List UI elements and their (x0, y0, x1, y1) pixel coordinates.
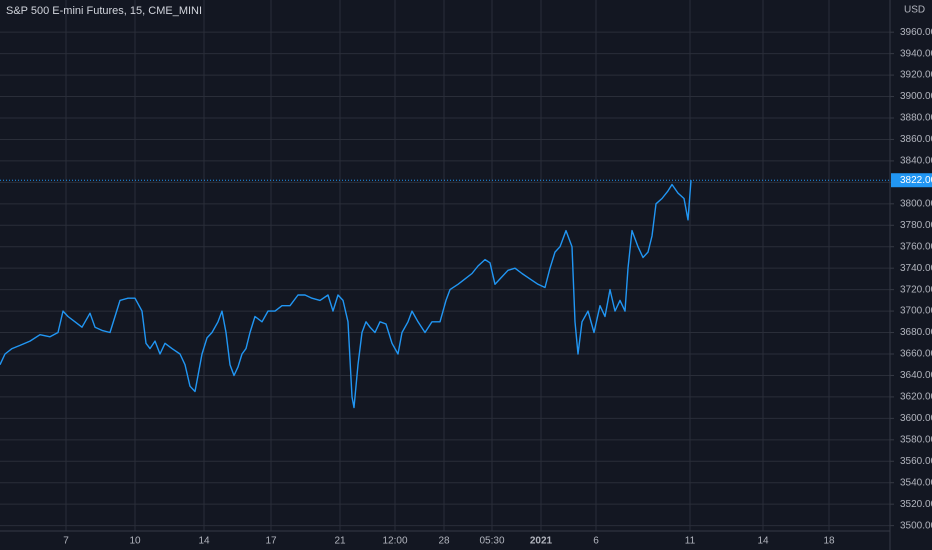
y-tick-label: 3860.00 (900, 134, 932, 145)
y-tick-label: 3940.00 (900, 48, 932, 59)
y-tick-label: 3780.00 (900, 220, 932, 231)
last-price-box (891, 173, 932, 188)
y-tick-label: 3640.00 (900, 370, 932, 381)
y-tick-label: 3540.00 (900, 477, 932, 488)
x-tick-label: 12:00 (382, 536, 407, 547)
plot (0, 179, 890, 409)
y-tick-label: 3620.00 (900, 392, 932, 403)
y-tick-label: 3680.00 (900, 327, 932, 338)
y-tick-label: 3800.00 (900, 198, 932, 209)
y-tick-label: 3740.00 (900, 263, 932, 274)
x-tick-label: 05:30 (479, 536, 504, 547)
y-tick-label: 3720.00 (900, 284, 932, 295)
grid (0, 0, 890, 531)
y-tick-label: 3760.00 (900, 241, 932, 252)
y-tick-label: 3580.00 (900, 434, 932, 445)
x-tick-label: 14 (757, 536, 769, 547)
axes: 3500.00 3520.00 3540.00 3560.00 3580.00 3600.… (63, 27, 932, 547)
x-tick-label: 10 (129, 536, 141, 547)
x-tick-label: 18 (823, 536, 835, 547)
price-line (0, 180, 692, 409)
x-tick-label: 21 (334, 536, 346, 547)
x-tick-label: 17 (265, 536, 277, 547)
y-tick-label: 3660.00 (900, 349, 932, 360)
x-tick-label: 28 (438, 536, 450, 547)
y-tick-label: 3880.00 (900, 113, 932, 124)
y-tick-label: 3960.00 (900, 27, 932, 38)
x-tick-label: 2021 (530, 536, 553, 547)
y-tick-label: 3500.00 (900, 520, 932, 531)
currency-label: USD (904, 5, 925, 16)
y-tick-label: 3520.00 (900, 499, 932, 510)
y-tick-label: 3600.00 (900, 413, 932, 424)
x-tick-label: 6 (593, 536, 599, 547)
y-tick-label: 3700.00 (900, 306, 932, 317)
last-price-label: 3822.00 (900, 175, 932, 186)
chart-title: S&P 500 E-mini Futures, 15, CME_MINI (6, 5, 202, 17)
y-tick-label: 3840.00 (900, 156, 932, 167)
x-tick-label: 7 (63, 536, 69, 547)
y-tick-label: 3920.00 (900, 70, 932, 81)
y-tick-label: 3560.00 (900, 456, 932, 467)
x-tick-label: 14 (198, 536, 210, 547)
x-tick-label: 11 (685, 536, 696, 547)
y-tick-label: 3900.00 (900, 91, 932, 102)
